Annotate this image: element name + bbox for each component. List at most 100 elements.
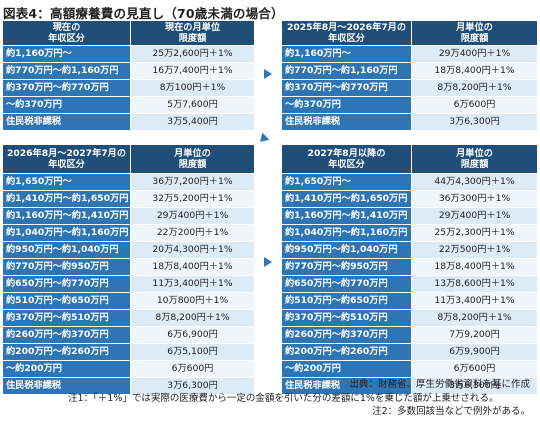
- limit-value-cell: 13万8,600円＋1%: [411, 275, 538, 293]
- header-limit: 月単位の 限度額: [411, 20, 538, 46]
- figure-title: 図表4：高額療養費の見直し（70歳未満の場合）: [3, 6, 284, 21]
- limit-value-cell: 22万200円＋1%: [130, 224, 255, 242]
- limit-value-cell: 8万100円＋1%: [130, 79, 255, 97]
- footnote-1: 注1：「＋1%」では実際の医療費から一定の金額を引いた分の差額に1%を乗じた額が…: [68, 393, 499, 404]
- limit-value-cell: 3万6,300円: [411, 377, 538, 395]
- limit-value-cell: 8万8,200円＋1%: [411, 79, 538, 97]
- header-income-bracket: 2027年8月以降の 年収区分: [281, 144, 412, 174]
- income-bracket-cell: 住民税非課税: [281, 113, 412, 131]
- limit-value-cell: 36万7,200円＋1%: [130, 173, 255, 191]
- limit-value-cell: 5万7,600円: [130, 96, 255, 114]
- limit-value-cell: 36万300円＋1%: [411, 190, 538, 208]
- limit-value-cell: 44万4,300円＋1%: [411, 173, 538, 191]
- table-row: 約200万円～約260万円 6万9,900円: [281, 343, 538, 361]
- income-bracket-cell: ～約370万円: [2, 96, 131, 114]
- income-bracket-cell: 約370万円～約770万円: [281, 79, 412, 97]
- limit-value-cell: 18万8,400円＋1%: [411, 258, 538, 276]
- table-row: ～約200万円 6万600円: [2, 360, 255, 378]
- arrow-right-icon: [264, 69, 272, 79]
- income-bracket-cell: 住民税非課税: [2, 113, 131, 131]
- table-current: 現在の 年収区分 現在の月単位 限度額 約1,160万円～ 25万2,600円＋1%…: [2, 20, 255, 131]
- header-income-bracket: 現在の 年収区分: [2, 20, 131, 46]
- limit-value-cell: 29万400円＋1%: [411, 207, 538, 225]
- table-row: 約510万円～約650万円 11万3,400円＋1%: [281, 292, 538, 310]
- limit-value-cell: 10万800円＋1%: [130, 292, 255, 310]
- table-row: 約370万円～約510万円 8万8,200円＋1%: [2, 309, 255, 327]
- source-note: 出典：財務省、厚生労働省資料を基に作成: [349, 379, 530, 390]
- limit-value-cell: 3万5,400円: [130, 113, 255, 131]
- table-row: ～約200万円 6万600円: [281, 360, 538, 378]
- table-row: 約1,160万円～ 25万2,600円＋1%: [2, 45, 255, 63]
- income-bracket-cell: 約370万円～約510万円: [281, 309, 412, 327]
- income-bracket-cell: ～約200万円: [281, 360, 412, 378]
- table-row: 約1,040万円～約1,160万円 25万2,300円＋1%: [281, 224, 538, 242]
- income-bracket-cell: 住民税非課税: [2, 377, 131, 395]
- table-2027: 2027年8月以降の 年収区分 月単位の 限度額 約1,650万円～ 44万4,30…: [281, 144, 538, 395]
- income-bracket-cell: 約770万円～約950万円: [281, 258, 412, 276]
- income-bracket-cell: 約1,410万円～約1,650万円: [281, 190, 412, 208]
- table-row: 約770万円～約1,160万円 16万7,400円＋1%: [2, 62, 255, 80]
- limit-value-cell: 7万9,200円: [411, 326, 538, 344]
- income-bracket-cell: ～約200万円: [2, 360, 131, 378]
- table-row: 約370万円～約510万円 8万8,200円＋1%: [281, 309, 538, 327]
- limit-value-cell: 6万5,100円: [130, 343, 255, 361]
- table-row: 約1,650万円～ 44万4,300円＋1%: [281, 173, 538, 191]
- limit-value-cell: 6万600円: [411, 360, 538, 378]
- income-bracket-cell: 約1,160万円～約1,410万円: [281, 207, 412, 225]
- table-row: 約1,160万円～約1,410万円 29万400円＋1%: [2, 207, 255, 225]
- table-2026: 2026年8月～2027年7月の 年収区分 月単位の 限度額 約1,650万円～ 3…: [2, 144, 255, 395]
- limit-value-cell: 11万3,400円＋1%: [130, 275, 255, 293]
- limit-value-cell: 6万600円: [130, 360, 255, 378]
- table-row: 約650万円～約770万円 13万8,600円＋1%: [281, 275, 538, 293]
- income-bracket-cell: 約950万円～約1,040万円: [281, 241, 412, 259]
- table-row: ～約370万円 5万7,600円: [2, 96, 255, 114]
- income-bracket-cell: 約1,040万円～約1,160万円: [281, 224, 412, 242]
- table-row: 約950万円～約1,040万円 20万4,300円＋1%: [2, 241, 255, 259]
- header-limit: 現在の月単位 限度額: [130, 20, 255, 46]
- table-row: 約770万円～約950万円 18万8,400円＋1%: [281, 258, 538, 276]
- limit-value-cell: 25万2,600円＋1%: [130, 45, 255, 63]
- limit-value-cell: 8万8,200円＋1%: [411, 309, 538, 327]
- limit-value-cell: 18万8,400円＋1%: [130, 258, 255, 276]
- table-row: 約1,160万円～ 29万400円＋1%: [281, 45, 538, 63]
- table-row: 約370万円～約770万円 8万100円＋1%: [2, 79, 255, 97]
- limit-value-cell: 11万3,400円＋1%: [411, 292, 538, 310]
- table-row: 約1,650万円～ 36万7,200円＋1%: [2, 173, 255, 191]
- arrow-right-icon: [264, 257, 272, 267]
- header-limit: 月単位の 限度額: [130, 144, 255, 174]
- table-row: 約370万円～約770万円 8万8,200円＋1%: [281, 79, 538, 97]
- table-row: 約950万円～約1,040万円 22万500円＋1%: [281, 241, 538, 259]
- income-bracket-cell: 約770万円～約1,160万円: [281, 62, 412, 80]
- limit-value-cell: 16万7,400円＋1%: [130, 62, 255, 80]
- table-row: 約650万円～約770万円 11万3,400円＋1%: [2, 275, 255, 293]
- income-bracket-cell: 約370万円～約770万円: [2, 79, 131, 97]
- table-row: 約260万円～約370万円 7万9,200円: [281, 326, 538, 344]
- income-bracket-cell: 約650万円～約770万円: [281, 275, 412, 293]
- income-bracket-cell: 約510万円～約650万円: [281, 292, 412, 310]
- table-row: 住民税非課税 3万6,300円: [281, 113, 538, 131]
- table-row: 約770万円～約1,160万円 18万8,400円＋1%: [281, 62, 538, 80]
- limit-value-cell: 20万4,300円＋1%: [130, 241, 255, 259]
- limit-value-cell: 3万6,300円: [130, 377, 255, 395]
- income-bracket-cell: 約770万円～約1,160万円: [2, 62, 131, 80]
- income-bracket-cell: 約1,160万円～: [281, 45, 412, 63]
- table-2025: 2025年8月～2026年7月の 年収区分 月単位の 限度額 約1,160万円～ 2…: [281, 20, 538, 131]
- limit-value-cell: 25万2,300円＋1%: [411, 224, 538, 242]
- table-row: 約510万円～約650万円 10万800円＋1%: [2, 292, 255, 310]
- table-row: ～約370万円 6万600円: [281, 96, 538, 114]
- table-row: 約1,160万円～約1,410万円 29万400円＋1%: [281, 207, 538, 225]
- limit-value-cell: 29万400円＋1%: [411, 45, 538, 63]
- footnote-2: 注2：多数回該当などで例外がある。: [372, 406, 530, 417]
- income-bracket-cell: 約1,650万円～: [2, 173, 131, 191]
- table-row: 約1,040万円～約1,160万円 22万200円＋1%: [2, 224, 255, 242]
- table-row: 約770万円～約950万円 18万8,400円＋1%: [2, 258, 255, 276]
- table-row: 住民税非課税 3万5,400円: [2, 113, 255, 131]
- income-bracket-cell: 約1,410万円～約1,650万円: [2, 190, 131, 208]
- table-row: 約1,410万円～約1,650万円 32万5,200円＋1%: [2, 190, 255, 208]
- table-row: 約1,410万円～約1,650万円 36万300円＋1%: [281, 190, 538, 208]
- limit-value-cell: 29万400円＋1%: [130, 207, 255, 225]
- income-bracket-cell: 約370万円～約510万円: [2, 309, 131, 327]
- limit-value-cell: 8万8,200円＋1%: [130, 309, 255, 327]
- income-bracket-cell: 約200万円～約260万円: [281, 343, 412, 361]
- header-income-bracket: 2026年8月～2027年7月の 年収区分: [2, 144, 131, 174]
